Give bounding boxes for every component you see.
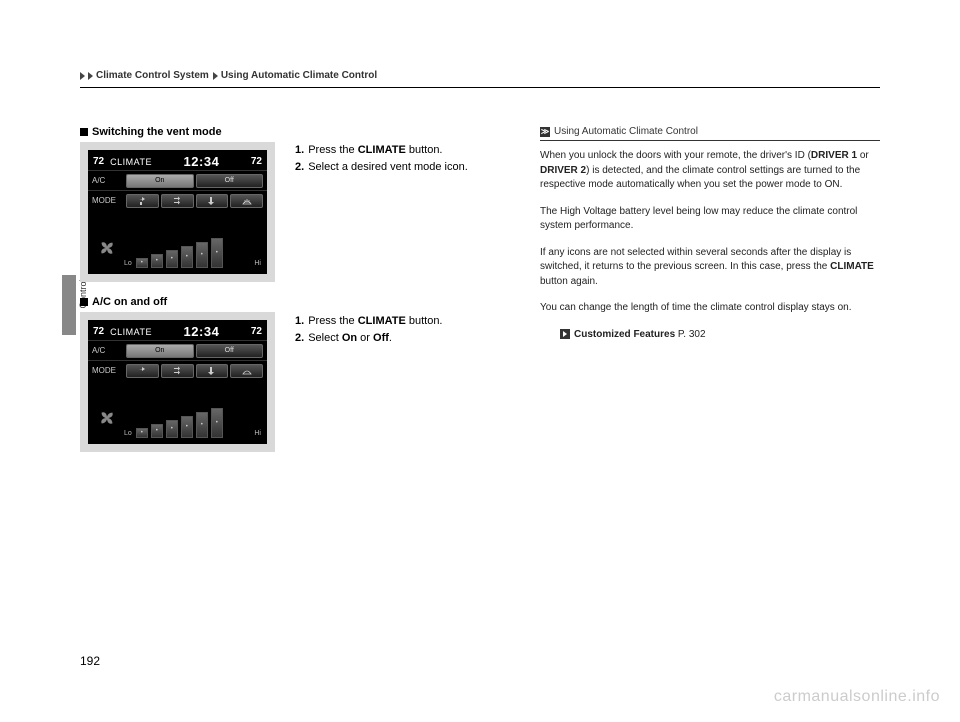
temp-left: 72 [93,156,104,167]
heading-text: Switching the vent mode [92,126,222,138]
page-content: Climate Control System Using Automatic C… [80,70,880,452]
section-heading-ac: A/C on and off [80,296,275,308]
ac-row-label: A/C [92,176,122,185]
vent-mode-defrost-icon[interactable] [230,194,263,208]
page-number: 192 [80,654,100,668]
square-bullet-icon [80,298,88,306]
lo-label: Lo [124,260,132,268]
sidebar-para-1: When you unlock the doors with your remo… [540,149,880,193]
sidebar-para-4: You can change the length of time the cl… [540,301,880,316]
step-text: Select On or Off. [308,330,392,347]
steps-section2: 1.Press the CLIMATE button. 2.Select On … [295,313,515,346]
step-text: Press the CLIMATE button. [308,142,442,159]
climate-screenshot-2: 72 CLIMATE 12:34 72 A/C On Off [80,312,275,452]
middle-column: 1.Press the CLIMATE button. 2.Select a d… [295,126,515,452]
info-icon: ≫ [540,127,550,137]
step-num: 1. [295,313,304,330]
hi-label: Hi [254,430,261,438]
ac-on-button[interactable]: On [126,174,194,188]
clock: 12:34 [184,324,220,339]
breadcrumb: Climate Control System Using Automatic C… [80,70,880,88]
climate-screenshot-1: 72 CLIMATE 12:34 72 A/C On Off [80,142,275,282]
fan-icon [94,405,120,431]
sidebar-heading-text: Using Automatic Climate Control [554,126,698,137]
step-text: Select a desired vent mode icon. [308,159,468,176]
vent-mode-face-icon[interactable] [126,194,159,208]
temp-right: 72 [251,326,262,337]
section-heading-vent: Switching the vent mode [80,126,275,138]
fan-bars[interactable]: • • • • • • [136,238,251,268]
sidebar-para-2: The High Voltage battery level being low… [540,205,880,234]
ac-row-label: A/C [92,346,122,355]
ac-off-button[interactable]: Off [196,174,264,188]
sidebar-link: Customized Features P. 302 [540,328,880,343]
screen-inner: 72 CLIMATE 12:34 72 A/C On Off [88,320,267,444]
vent-mode-bilevel-icon[interactable] [161,194,194,208]
lo-label: Lo [124,430,132,438]
breadcrumb-section: Climate Control System [96,70,209,81]
hi-label: Hi [254,260,261,268]
left-column: Switching the vent mode 72 CLIMATE 12:34… [80,126,275,452]
chevron-right-icon [213,72,218,80]
fan-icon [94,235,120,261]
vent-mode-floor-icon[interactable] [196,364,229,378]
sidebar-heading: ≫ Using Automatic Climate Control [540,126,880,141]
steps-section1: 1.Press the CLIMATE button. 2.Select a d… [295,142,515,175]
screen-inner: 72 CLIMATE 12:34 72 A/C On Off [88,150,267,274]
step-num: 2. [295,159,304,176]
ac-off-button[interactable]: Off [196,344,264,358]
chevron-right-icon [88,72,93,80]
climate-label: CLIMATE [110,327,152,337]
vent-mode-defrost-icon[interactable] [230,364,263,378]
mode-row-label: MODE [92,196,122,205]
breadcrumb-subsection: Using Automatic Climate Control [221,70,377,81]
mode-row-label: MODE [92,366,122,375]
temp-left: 72 [93,326,104,337]
ac-on-button[interactable]: On [126,344,194,358]
watermark: carmanualsonline.info [774,688,940,706]
step-num: 1. [295,142,304,159]
vent-mode-floor-icon[interactable] [196,194,229,208]
chevron-right-icon [80,72,85,80]
side-tab [62,275,76,335]
heading-text: A/C on and off [92,296,167,308]
step-text: Press the CLIMATE button. [308,313,442,330]
sidebar-para-3: If any icons are not selected within sev… [540,246,880,290]
right-column: ≫ Using Automatic Climate Control When y… [540,126,880,452]
clock: 12:34 [184,154,220,169]
step-num: 2. [295,330,304,347]
vent-mode-bilevel-icon[interactable] [161,364,194,378]
fan-bars[interactable]: • • • • • • [136,408,251,438]
vent-mode-face-icon[interactable] [126,364,159,378]
link-arrow-icon [560,329,570,339]
climate-label: CLIMATE [110,157,152,167]
square-bullet-icon [80,128,88,136]
temp-right: 72 [251,156,262,167]
